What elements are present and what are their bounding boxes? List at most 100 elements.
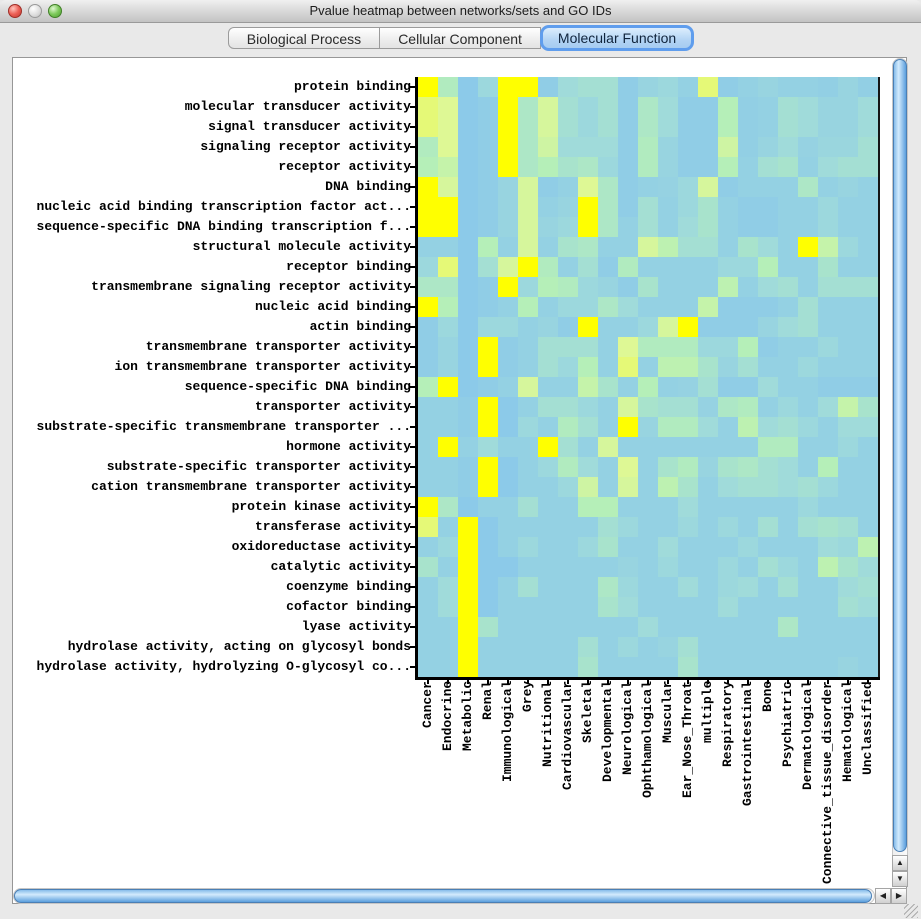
- row-label: substrate-specific transmembrane transpo…: [36, 419, 411, 434]
- resize-grip[interactable]: [904, 904, 918, 918]
- heatmap-cell: [538, 137, 558, 157]
- heatmap-cell: [658, 357, 678, 377]
- scroll-right-button[interactable]: ▶: [891, 888, 907, 904]
- heatmap-cell: [678, 97, 698, 117]
- heatmap-cell: [598, 377, 618, 397]
- tab-cellular-component[interactable]: Cellular Component: [380, 27, 541, 49]
- heatmap-cell: [858, 477, 878, 497]
- heatmap-cell: [698, 157, 718, 177]
- heatmap-cell: [638, 397, 658, 417]
- heatmap-cell: [538, 277, 558, 297]
- heatmap-cell: [798, 117, 818, 137]
- heatmap-cell: [598, 117, 618, 137]
- heatmap-cell: [458, 157, 478, 177]
- close-button[interactable]: [8, 4, 22, 18]
- heatmap-cell: [458, 377, 478, 397]
- heatmap-cell: [458, 457, 478, 477]
- heatmap-cell: [658, 577, 678, 597]
- heatmap-cell: [678, 337, 698, 357]
- heatmap-cell: [458, 417, 478, 437]
- heatmap-cell: [838, 277, 858, 297]
- heatmap-cell: [798, 477, 818, 497]
- heatmap-cell: [698, 617, 718, 637]
- column-label: Immunological: [500, 681, 515, 783]
- x-tick: [487, 680, 489, 684]
- heatmap-cell: [858, 137, 878, 157]
- heatmap-cell: [698, 357, 718, 377]
- heatmap-cell: [758, 657, 778, 677]
- heatmap-cell: [498, 617, 518, 637]
- y-tick: [410, 306, 415, 308]
- heatmap-cell: [498, 297, 518, 317]
- heatmap-cell: [478, 357, 498, 377]
- heatmap-cell: [618, 457, 638, 477]
- heatmap-cell: [598, 457, 618, 477]
- heatmap-cell: [838, 657, 858, 677]
- heatmap-cell: [578, 537, 598, 557]
- tab-biological-process[interactable]: Biological Process: [227, 27, 381, 49]
- heatmap-cell: [718, 317, 738, 337]
- minimize-button[interactable]: [28, 4, 42, 18]
- heatmap-cell: [818, 157, 838, 177]
- heatmap-cell: [678, 417, 698, 437]
- column-label: Gastrointestinal: [740, 681, 755, 806]
- heatmap-cell: [498, 257, 518, 277]
- vertical-scrollbar-thumb[interactable]: [893, 59, 907, 852]
- heatmap-cell: [578, 557, 598, 577]
- heatmap-cell: [678, 377, 698, 397]
- heatmap-cell: [558, 277, 578, 297]
- scroll-down-button[interactable]: ▼: [892, 871, 908, 887]
- row-label: sequence-specific DNA binding transcript…: [36, 219, 411, 234]
- heatmap-cell: [658, 137, 678, 157]
- heatmap-cell: [738, 597, 758, 617]
- scroll-left-button[interactable]: ◀: [875, 888, 891, 904]
- heatmap-cell: [618, 357, 638, 377]
- horizontal-scrollbar-thumb[interactable]: [14, 889, 872, 903]
- heatmap-cell: [658, 437, 678, 457]
- heatmap-cell: [438, 537, 458, 557]
- x-tick: [847, 680, 849, 684]
- heatmap-cell: [698, 417, 718, 437]
- scroll-up-button[interactable]: ▲: [892, 855, 908, 871]
- heatmap-row-labels: protein binding molecular transducer acti…: [0, 77, 413, 677]
- heatmap-cell: [478, 117, 498, 137]
- heatmap-cell: [538, 417, 558, 437]
- x-tick: [707, 680, 709, 684]
- heatmap-cell: [778, 417, 798, 437]
- heatmap-cell: [518, 177, 538, 197]
- heatmap-cell: [558, 517, 578, 537]
- heatmap-cell: [638, 517, 658, 537]
- heatmap-cell: [598, 177, 618, 197]
- heatmap-cell: [758, 197, 778, 217]
- row-label: ion transmembrane transporter activity: [114, 359, 411, 374]
- x-tick: [447, 680, 449, 684]
- heatmap-cell: [638, 497, 658, 517]
- heatmap-cell: [738, 317, 758, 337]
- heatmap-cell: [598, 597, 618, 617]
- y-tick: [410, 546, 415, 548]
- x-tick: [807, 680, 809, 684]
- column-label: Connective_tissue_disorder: [820, 681, 835, 884]
- zoom-button[interactable]: [48, 4, 62, 18]
- heatmap-cell: [798, 297, 818, 317]
- row-label: cofactor binding: [286, 599, 411, 614]
- heatmap-cell: [638, 177, 658, 197]
- heatmap-cell: [758, 77, 778, 97]
- heatmap-cell: [558, 557, 578, 577]
- heatmap-cell: [478, 417, 498, 437]
- heatmap-cell: [418, 397, 438, 417]
- heatmap-cell: [698, 477, 718, 497]
- heatmap-cell: [738, 617, 758, 637]
- x-tick: [647, 680, 649, 684]
- heatmap-cell: [638, 637, 658, 657]
- heatmap-cell: [678, 557, 698, 577]
- heatmap-cell: [638, 297, 658, 317]
- heatmap-cell: [798, 617, 818, 637]
- heatmap-cell: [518, 357, 538, 377]
- tab-molecular-function[interactable]: Molecular Function: [539, 25, 695, 51]
- heatmap-cell: [518, 417, 538, 437]
- row-label: lyase activity: [301, 619, 411, 634]
- column-label: Ophthamological: [640, 681, 655, 799]
- y-tick: [410, 566, 415, 568]
- heatmap-cell: [738, 377, 758, 397]
